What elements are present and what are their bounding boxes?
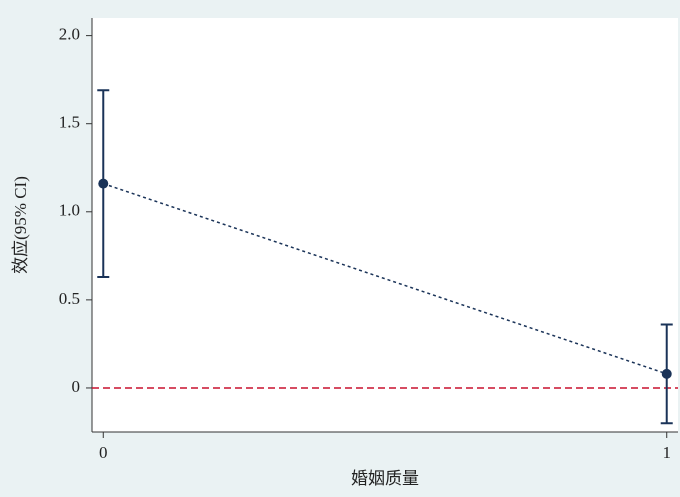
y-axis-label: 效应(95% CI) [11, 176, 30, 274]
x-tick-label: 1 [662, 443, 671, 462]
plot-area [92, 18, 678, 432]
y-tick-label: 0.5 [59, 289, 80, 308]
x-tick-label: 0 [99, 443, 108, 462]
y-tick-label: 2.0 [59, 25, 80, 44]
point [98, 178, 109, 189]
y-tick-label: 1.0 [59, 201, 80, 220]
x-axis-label: 婚姻质量 [351, 469, 419, 488]
y-tick-label: 1.5 [59, 113, 80, 132]
point [661, 368, 672, 379]
y-tick-label: 0 [72, 377, 81, 396]
